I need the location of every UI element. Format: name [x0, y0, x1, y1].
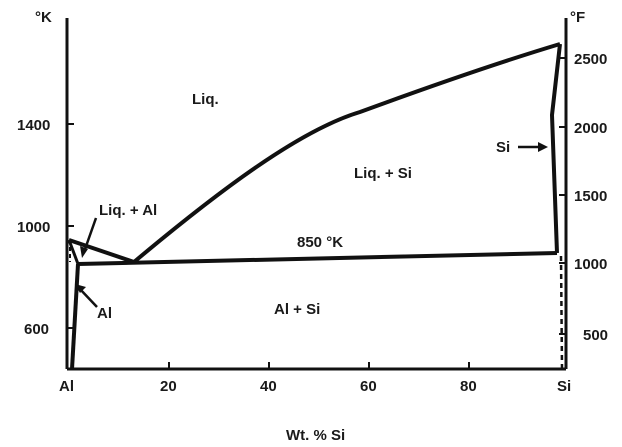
si-solidus-dashed: [559, 255, 564, 370]
region-liquid-si: Liq. + Si: [354, 165, 412, 182]
right-tick-label-2500: 2500: [574, 51, 607, 68]
right-tick-label-2000: 2000: [574, 120, 607, 137]
right-tick-label-500: 500: [583, 327, 608, 344]
left-tick-label-1400: 1400: [17, 117, 50, 134]
region-liquid-al: Liq. + Al: [99, 202, 157, 219]
right-unit-label: °F: [570, 9, 585, 26]
arrow-liq-al: [82, 217, 98, 253]
arrow-al-head: [75, 284, 86, 293]
region-al-si: Al + Si: [274, 301, 320, 318]
liquidus-al-line: [68, 238, 135, 264]
region-si: Si: [496, 139, 510, 156]
x-tick-label-si: Si: [557, 378, 571, 395]
si-solid-boundary: [549, 43, 562, 254]
x-tick-label-20: 20: [160, 378, 177, 395]
x-axis-title: Wt. % Si: [286, 427, 345, 444]
left-tick-label-600: 600: [24, 321, 49, 338]
region-liquid: Liq.: [192, 91, 219, 108]
liquidus-si-curve: [132, 42, 561, 264]
region-al: Al: [97, 305, 112, 322]
solvus-al-line: [70, 263, 80, 370]
right-tick-label-1000: 1000: [574, 256, 607, 273]
left-tick-label-1000: 1000: [17, 219, 50, 236]
x-tick-label-80: 80: [460, 378, 477, 395]
x-tick-label-40: 40: [260, 378, 277, 395]
arrow-si-head: [538, 142, 548, 152]
arrow-al: [78, 287, 98, 308]
left-unit-label: °K: [35, 9, 52, 26]
eutectic-label: 850 °K: [297, 234, 343, 251]
arrow-liq-al-head: [80, 246, 88, 258]
x-tick-label-al: Al: [59, 378, 74, 395]
x-tick-label-60: 60: [360, 378, 377, 395]
eutectic-line: [77, 251, 558, 266]
right-tick-label-1500: 1500: [574, 188, 607, 205]
